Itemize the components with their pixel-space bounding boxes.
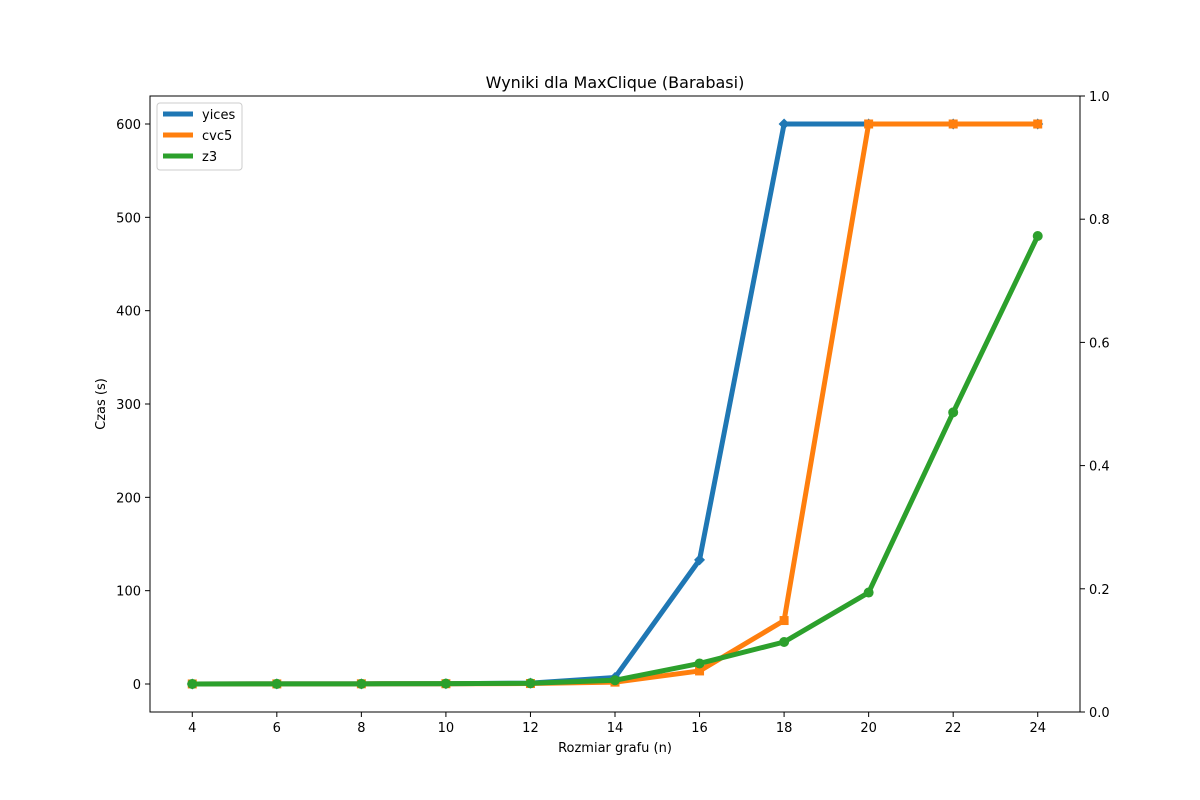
data-point-z3 [525, 678, 536, 689]
x-tick-label: 20 [860, 721, 877, 736]
chart-title: Wyniki dla MaxClique (Barabasi) [486, 73, 745, 92]
data-point-z3 [610, 675, 620, 686]
y2-tick-label: 0.4 [1089, 460, 1110, 475]
data-point-cvc5 [948, 119, 958, 129]
series-layer [186, 118, 1044, 690]
secondary-y-axis: 0.0 0.2 0.4 0.6 0.8 1.0 [1080, 90, 1110, 721]
x-axis-label: Rozmiar grafu (n) [558, 741, 672, 756]
x-tick-label: 8 [357, 721, 365, 736]
data-point-cvc5 [1033, 119, 1043, 129]
data-point-z3 [779, 637, 790, 647]
data-point-z3 [863, 587, 874, 598]
data-point-z3 [1032, 231, 1043, 241]
data-point-z3 [271, 678, 282, 689]
y-tick-label: 100 [116, 585, 141, 600]
y2-tick-label: 0.8 [1089, 213, 1110, 228]
y2-tick-label: 0.6 [1089, 336, 1110, 351]
data-point-yices [694, 554, 706, 566]
x-tick-label: 18 [776, 721, 793, 736]
x-axis: 4 6 8 10 12 14 16 18 20 22 24 [188, 712, 1046, 736]
y-tick-label: 0 [133, 678, 141, 693]
x-tick-label: 14 [607, 721, 624, 736]
legend: yices cvc5 z3 [156, 102, 243, 171]
data-point-z3 [948, 407, 959, 418]
x-tick-label: 16 [691, 721, 708, 736]
data-point-z3 [694, 658, 705, 669]
y-tick-label: 200 [116, 491, 141, 506]
legend-label-z3: z3 [202, 150, 217, 165]
y-tick-label: 600 [116, 118, 141, 133]
x-tick-label: 24 [1029, 721, 1046, 736]
plot-area [149, 95, 1081, 713]
x-tick-label: 22 [945, 721, 962, 736]
legend-label-yices: yices [202, 108, 235, 123]
x-tick-label: 12 [522, 721, 539, 736]
data-point-z3 [356, 678, 367, 689]
data-point-z3 [440, 678, 451, 689]
data-point-cvc5 [779, 616, 789, 626]
y-tick-label: 500 [116, 211, 141, 226]
y-axis: 0 100 200 300 400 500 600 [116, 118, 150, 693]
y-axis-label: Czas (s) [94, 378, 109, 430]
legend-label-cvc5: cvc5 [202, 129, 232, 144]
x-tick-label: 4 [188, 721, 196, 736]
data-point-cvc5 [864, 119, 874, 129]
data-point-z3 [187, 678, 198, 689]
data-point-yices [778, 118, 790, 130]
data-point-cvc5 [695, 666, 705, 676]
y2-tick-label: 1.0 [1089, 90, 1110, 105]
y-tick-label: 300 [116, 398, 141, 413]
legend-box [156, 102, 243, 171]
x-tick-label: 6 [273, 721, 281, 736]
y-tick-label: 400 [116, 305, 141, 320]
y2-tick-label: 0.2 [1089, 583, 1110, 598]
y2-tick-label: 0.0 [1089, 706, 1110, 721]
x-tick-label: 10 [438, 721, 455, 736]
